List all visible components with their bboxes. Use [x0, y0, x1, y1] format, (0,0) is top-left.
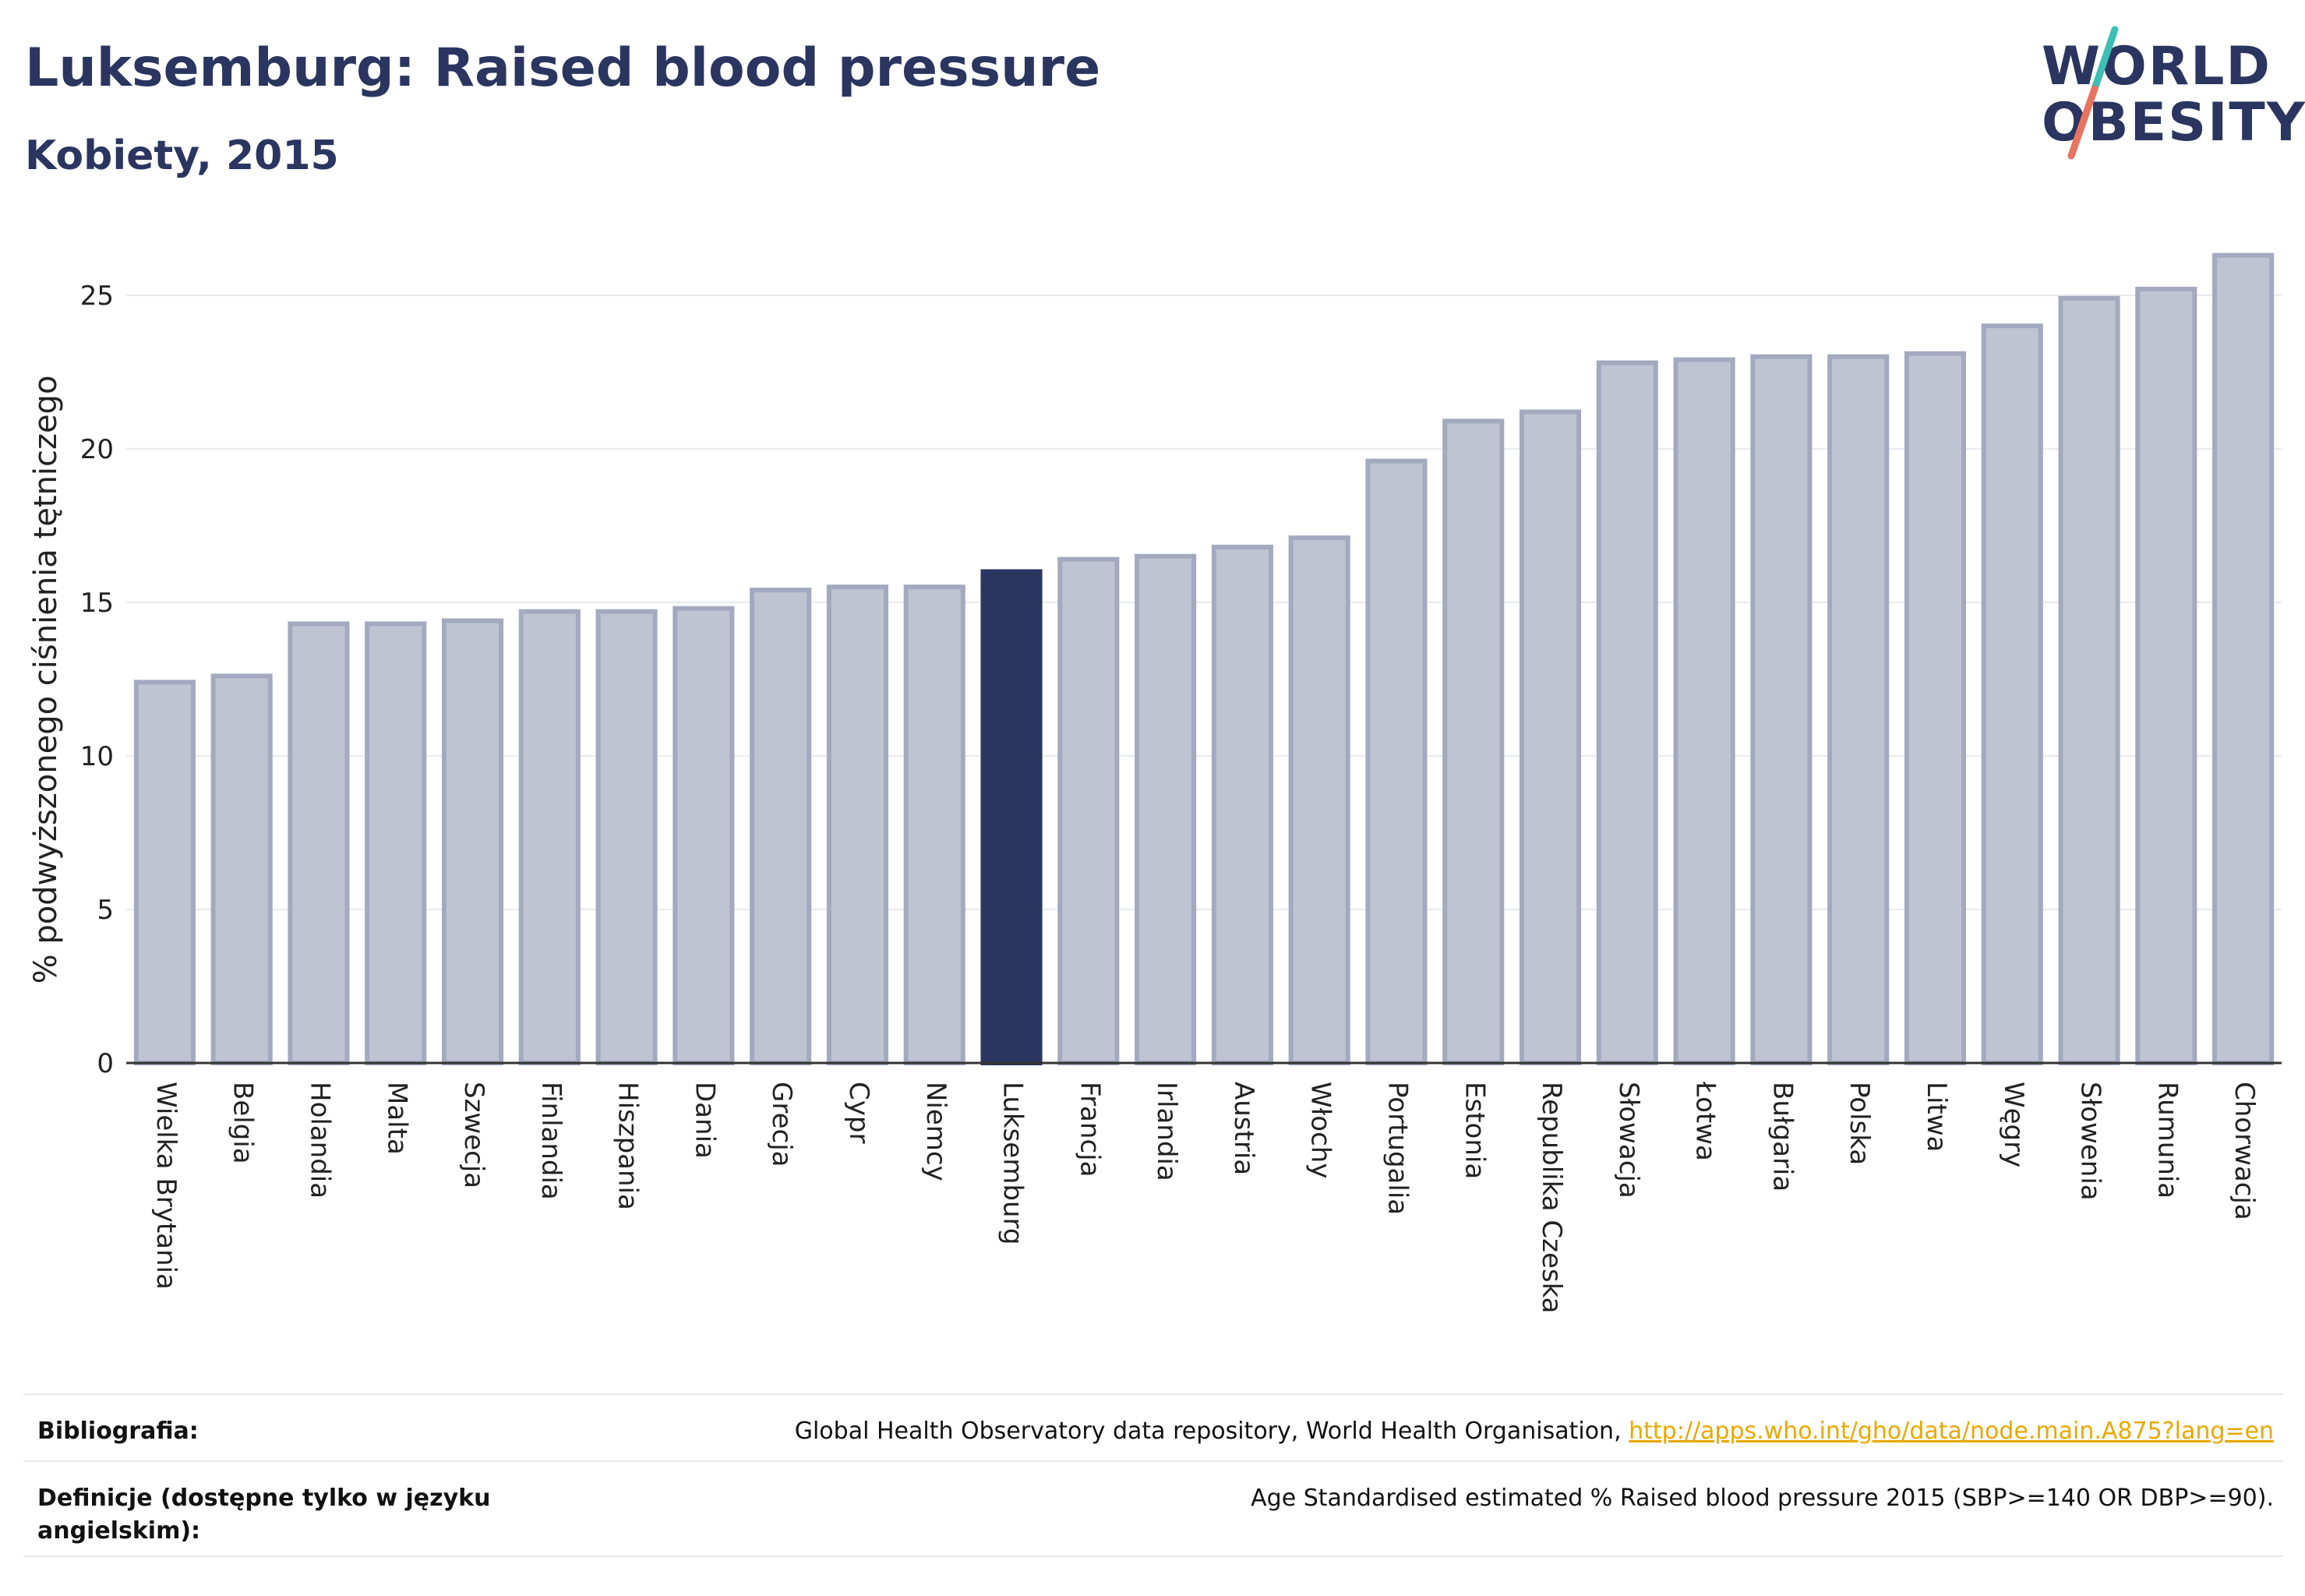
chart-labels: 0 5 10 15 20 25 Wielka Brytania Belgia Holandia M… [28, 281, 2260, 1314]
y-tick-label: 0 [97, 1048, 114, 1079]
x-tick-label: Holandia [304, 1082, 335, 1199]
page-subtitle: Kobiety, 2015 [25, 132, 339, 179]
x-tick-label: Republika Czeska [1536, 1082, 1567, 1314]
bar [1135, 553, 1197, 1065]
logo-line-1: WORLD [2042, 36, 2271, 97]
bar-highlighted [980, 569, 1043, 1065]
x-tick-label: Łotwa [1690, 1081, 1721, 1161]
bar [288, 621, 350, 1065]
bar [210, 673, 273, 1065]
world-obesity-logo: WORLD OBESITY [2034, 23, 2305, 164]
y-tick-label: 5 [97, 895, 114, 926]
x-tick-label: Słowacja [1613, 1082, 1644, 1199]
x-tick-label: Austria [1228, 1082, 1259, 1175]
x-tick-label: Bułgaria [1767, 1082, 1798, 1192]
x-tick-label: Polska [1844, 1082, 1875, 1165]
x-tick-label: Litwa [1921, 1082, 1952, 1152]
x-tick-label: Hiszpania [612, 1082, 644, 1210]
page-title: Luksemburg: Raised blood pressure [25, 37, 1101, 99]
chart-footer: Bibliografia: Global Health Observatory … [23, 1393, 2283, 1557]
bibliography-value: Global Health Observatory data repositor… [795, 1415, 2274, 1448]
bar [2212, 252, 2275, 1065]
bar [1365, 458, 1428, 1065]
x-tick-label: Słowenia [2075, 1082, 2106, 1201]
bar [1750, 354, 1813, 1065]
logo-slash-icon [2067, 26, 2119, 160]
x-tick-label: Irlandia [1151, 1082, 1182, 1181]
x-tick-label: Francja [1074, 1082, 1105, 1177]
bar [1288, 535, 1350, 1065]
x-tick-label: Belgia [228, 1082, 259, 1164]
bar [133, 680, 196, 1065]
bar [903, 584, 965, 1065]
bar [518, 609, 581, 1065]
bar [441, 618, 504, 1065]
bar [750, 588, 812, 1065]
bar [2058, 295, 2120, 1065]
bibliography-label: Bibliografia: [37, 1418, 199, 1445]
bar [595, 609, 658, 1065]
definitions-label: Definicje (dostępne tylko w języku angie… [37, 1485, 491, 1545]
y-axis-label: % podwyższonego ciśnienia tętniczego [28, 376, 64, 984]
bar [1596, 360, 1658, 1065]
x-tick-label: Portugalia [1382, 1082, 1413, 1215]
bibliography-link[interactable]: http://apps.who.int/gho/data/node.main.A… [1629, 1418, 2274, 1445]
x-tick-label: Dania [689, 1082, 720, 1159]
bar-chart: 0 5 10 15 20 25 Wielka Brytania Belgia Holandia M… [28, 252, 2282, 1314]
y-tick-label: 10 [80, 741, 114, 772]
y-tick-label: 20 [80, 434, 114, 465]
bar [1981, 323, 2043, 1065]
x-tick-label: Estonia [1459, 1082, 1490, 1179]
bar [826, 584, 889, 1065]
x-tick-label: Wielka Brytania [150, 1082, 182, 1290]
y-tick-label: 15 [80, 588, 114, 619]
bar [1211, 544, 1273, 1065]
x-tick-label: Luksemburg [997, 1082, 1029, 1245]
x-tick-label: Szwecja [458, 1082, 489, 1188]
bar [1673, 357, 1735, 1065]
bar [1057, 556, 1120, 1065]
x-tick-label: Węgry [1998, 1082, 2029, 1167]
bar [1519, 409, 1582, 1065]
x-tick-label: Malta [381, 1082, 412, 1155]
bibliography-row: Bibliografia: Global Health Observatory … [23, 1393, 2283, 1460]
bar [1827, 354, 1890, 1065]
bar [1442, 418, 1505, 1065]
chart-bars [133, 252, 2275, 1065]
x-tick-label: Grecja [766, 1082, 797, 1167]
x-tick-label: Niemcy [920, 1082, 951, 1181]
x-tick-label: Włochy [1305, 1082, 1336, 1178]
x-tick-label: Cypr [843, 1082, 874, 1143]
x-tick-label: Rumunia [2151, 1082, 2183, 1199]
bar [672, 606, 735, 1065]
definitions-value: Age Standardised estimated % Raised bloo… [1251, 1485, 2274, 1512]
y-tick-label: 25 [80, 281, 114, 312]
bar [1904, 351, 1967, 1065]
bar [365, 621, 427, 1065]
x-tick-label: Chorwacja [2229, 1082, 2260, 1220]
bibliography-text: Global Health Observatory data repositor… [794, 1418, 1629, 1445]
definitions-row: Definicje (dostępne tylko w języku angie… [23, 1460, 2283, 1557]
bar [2135, 286, 2197, 1065]
x-tick-label: Finlandia [535, 1082, 567, 1200]
